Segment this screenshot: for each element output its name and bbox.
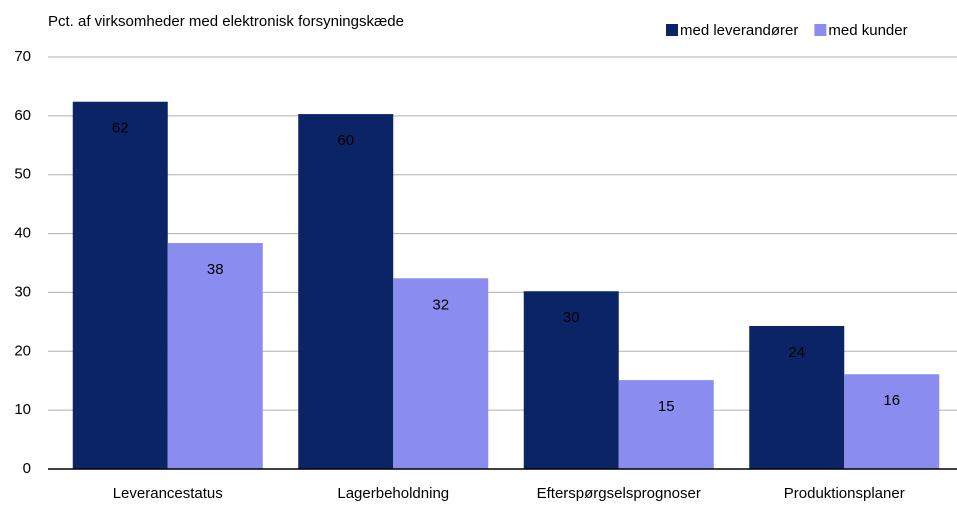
y-tick-label: 0 — [23, 460, 31, 477]
y-tick-label: 40 — [14, 225, 31, 242]
x-tick-label: Efterspørgselsprognoser — [537, 485, 701, 502]
y-tick-label: 30 — [14, 283, 31, 300]
x-tick-label: Lagerbeholdning — [337, 485, 449, 502]
bar — [523, 291, 619, 469]
data-label: 30 — [563, 309, 580, 326]
data-label: 60 — [337, 132, 354, 149]
data-label: 24 — [788, 344, 805, 361]
x-tick-label: Produktionsplaner — [784, 485, 905, 502]
y-tick-label: 50 — [14, 166, 31, 183]
bar — [749, 325, 845, 469]
bar — [167, 242, 263, 469]
legend-label: med leverandører — [680, 22, 798, 39]
data-label: 38 — [207, 261, 224, 278]
y-axis-label: Pct. af virksomheder med elektronisk for… — [48, 13, 404, 30]
data-label: 15 — [658, 398, 675, 415]
legend-label: med kunder — [828, 22, 907, 39]
bar — [298, 114, 394, 469]
y-tick-label: 70 — [14, 48, 31, 65]
y-tick-label: 60 — [14, 107, 31, 124]
data-label: 16 — [883, 392, 900, 409]
y-tick-label: 10 — [14, 401, 31, 418]
data-label: 62 — [112, 120, 129, 137]
bar — [844, 374, 940, 469]
legend-swatch — [666, 24, 678, 36]
bar — [618, 380, 714, 469]
y-tick-label: 20 — [14, 342, 31, 359]
bar — [393, 278, 489, 469]
legend-swatch — [814, 24, 827, 36]
bar — [72, 101, 168, 469]
x-tick-label: Leverancestatus — [113, 485, 223, 502]
data-label: 32 — [432, 296, 449, 313]
